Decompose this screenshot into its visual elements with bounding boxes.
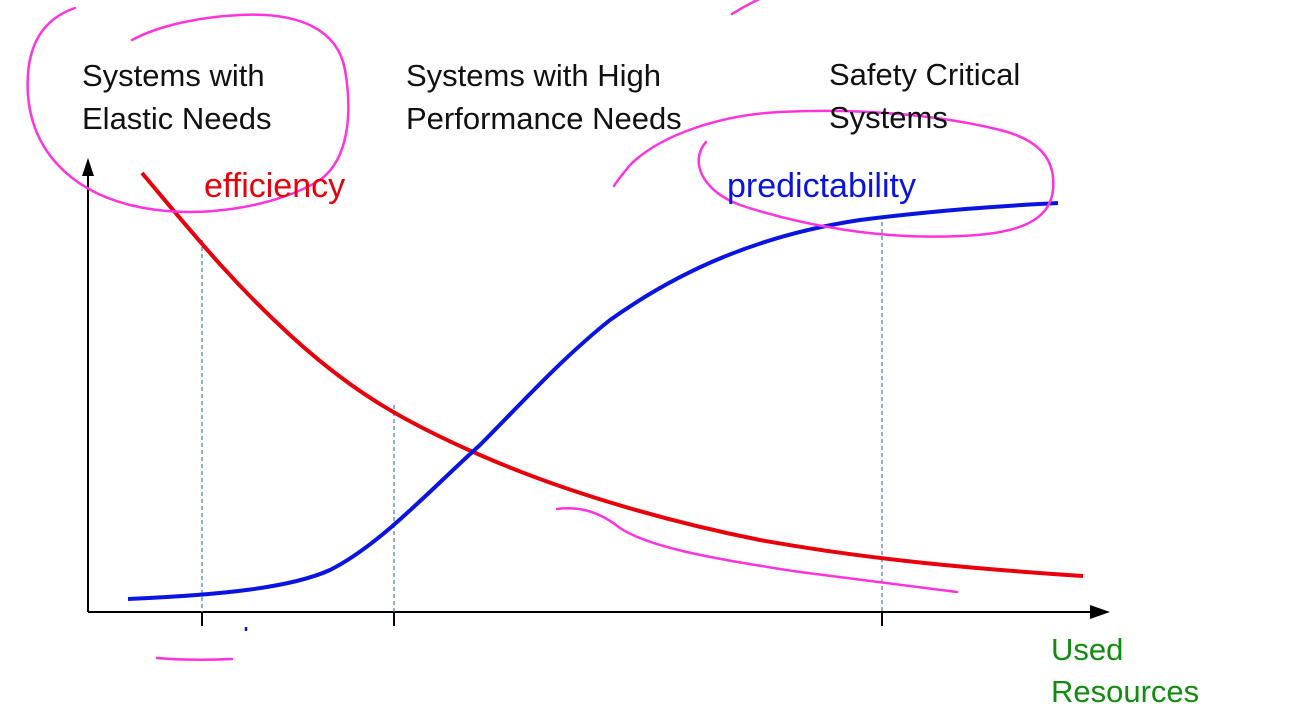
category-performance-line2: Performance Needs (406, 101, 682, 136)
x-axis-arrowhead (1090, 605, 1110, 619)
category-elastic-line2: Elastic Needs (82, 101, 272, 136)
underline-short (155, 656, 234, 661)
category-safety-line1: Safety Critical (829, 57, 1021, 92)
category-elastic-line1: Systems with (82, 58, 265, 93)
efficiency-curve (140, 171, 1084, 578)
predictability-curve (127, 201, 1059, 601)
x-axis-label-line2: Resources (1051, 674, 1200, 709)
category-elastic-needs: Systems with Elastic Needs (82, 54, 272, 140)
underline-curve (555, 507, 959, 594)
efficiency-label: efficiency (204, 167, 346, 205)
predictability-label: predictability (727, 167, 916, 205)
top-stroke (730, 0, 760, 16)
x-axis-label: Used Resources (1051, 629, 1199, 713)
category-safety-line2: Systems (829, 100, 948, 135)
circle-elastic-needs (26, 6, 350, 214)
handwritten-annotations (26, 0, 1055, 661)
category-performance-line1: Systems with High (406, 58, 661, 93)
category-safety-critical: Safety Critical Systems (829, 53, 1020, 139)
y-axis-arrowhead (82, 158, 94, 176)
x-axis-label-line1: Used (1051, 632, 1124, 667)
circle-predictability (612, 109, 1055, 238)
category-high-performance: Systems with High Performance Needs (406, 54, 682, 140)
